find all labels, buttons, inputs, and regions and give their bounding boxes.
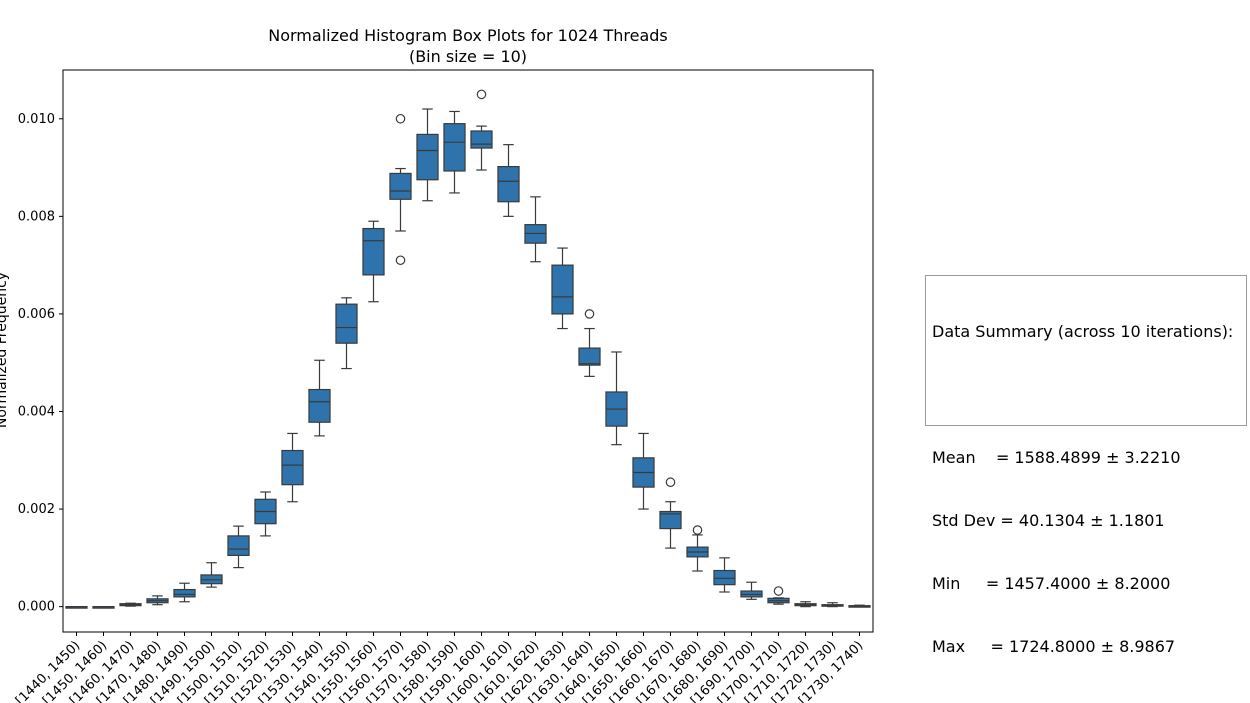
- box-plot-29: [848, 604, 871, 608]
- box-plot-15: [470, 89, 493, 171]
- summary-std-dev: Std Dev = 40.1304 ± 1.1801: [932, 511, 1165, 530]
- box-plot-25: [740, 581, 763, 600]
- box-iqr: [443, 123, 466, 172]
- box-plot-18: [551, 247, 574, 330]
- box-iqr: [416, 133, 439, 181]
- box-plot-24: [713, 557, 736, 593]
- summary-mean: Mean = 1588.4899 ± 3.2210: [932, 448, 1181, 467]
- y-tick-label: 0.002: [18, 502, 55, 517]
- box-plot-12: [389, 113, 412, 266]
- outlier-point: [773, 586, 784, 596]
- y-tick-label: 0.008: [18, 209, 55, 224]
- y-tick-label: 0.004: [18, 404, 55, 419]
- box-iqr: [227, 535, 250, 557]
- box-plot-17: [524, 196, 547, 263]
- box-plot-11: [362, 220, 385, 303]
- box-plot-26: [767, 586, 790, 605]
- data-summary-box: Data Summary (across 10 iterations): Mea…: [925, 275, 1247, 656]
- box-plot-27: [794, 601, 817, 608]
- outlier-point: [665, 477, 676, 488]
- box-plot-3: [146, 595, 169, 606]
- summary-max: Max = 1724.8000 ± 8.9867: [932, 637, 1176, 656]
- box-plot-7: [254, 491, 277, 537]
- box-iqr: [335, 303, 358, 344]
- box-plot-21: [632, 432, 655, 510]
- box-plot-4: [173, 582, 196, 603]
- box-plot-9: [308, 359, 331, 437]
- box-plot-14: [443, 110, 466, 194]
- box-plot-2: [119, 602, 142, 607]
- box-plot-1: [92, 606, 115, 609]
- box-iqr: [713, 569, 736, 586]
- box-iqr: [389, 172, 412, 200]
- box-plot-8: [281, 432, 304, 503]
- y-tick-label: 0.000: [18, 600, 55, 615]
- box-iqr: [362, 227, 385, 276]
- box-iqr: [659, 510, 682, 530]
- box-plot-6: [227, 525, 250, 569]
- box-plot-13: [416, 108, 439, 202]
- box-iqr: [173, 588, 196, 598]
- box-plot-23: [686, 525, 709, 572]
- box-plot-5: [200, 562, 223, 588]
- box-plot-28: [821, 602, 844, 608]
- chart-subtitle: (Bin size = 10): [409, 47, 527, 66]
- box-plot-20: [605, 351, 628, 446]
- box-iqr: [281, 449, 304, 486]
- box-plot-16: [497, 144, 520, 217]
- outlier-point: [692, 525, 703, 535]
- outlier-point: [584, 309, 595, 319]
- summary-spacer: [932, 384, 1246, 405]
- box-plot-22: [659, 477, 682, 549]
- summary-heading: Data Summary (across 10 iterations):: [932, 322, 1234, 341]
- box-iqr: [497, 165, 520, 203]
- summary-min: Min = 1457.4000 ± 8.2000: [932, 574, 1171, 593]
- outlier-point: [476, 89, 487, 100]
- box-plot-0: [65, 606, 88, 609]
- box-iqr: [551, 264, 574, 315]
- box-iqr: [470, 130, 493, 149]
- outlier-point: [395, 255, 406, 266]
- box-plot-19: [578, 309, 601, 377]
- plot-frame: [62, 69, 874, 633]
- y-tick-label: 0.006: [18, 307, 55, 322]
- box-iqr: [308, 388, 331, 423]
- chart-title: Normalized Histogram Box Plots for 1024 …: [268, 26, 667, 45]
- box-iqr: [578, 347, 601, 366]
- y-tick-label: 0.010: [18, 112, 55, 127]
- y-axis-label: Normalized Frequency: [0, 272, 10, 428]
- box-plot-10: [335, 297, 358, 370]
- outlier-point: [395, 113, 406, 124]
